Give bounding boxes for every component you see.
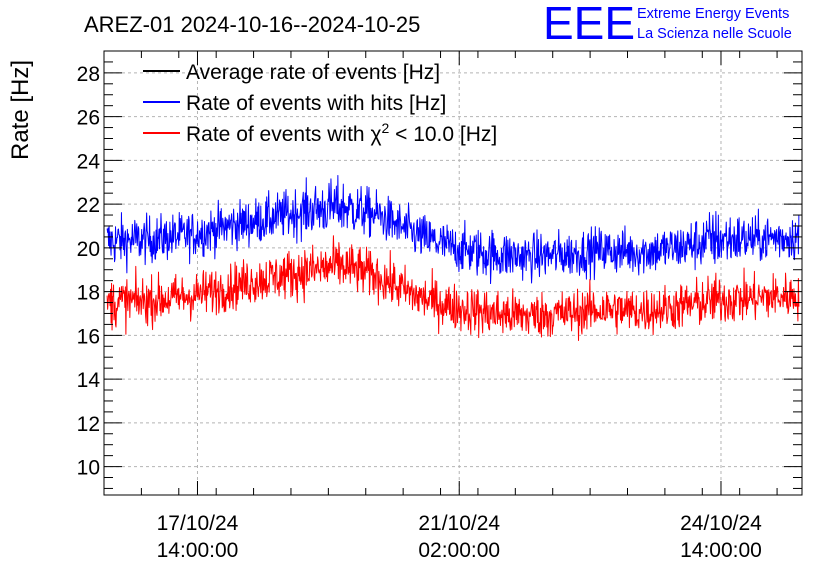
x-tick-time: 02:00:00	[418, 539, 500, 562]
logo-mark: EEE	[543, 0, 635, 49]
y-tick-label: 20	[77, 238, 100, 261]
x-axis-ticks: 17/10/24 14:00:00 21/10/24 02:00:00 24/10/24…	[103, 51, 778, 562]
x-tick-time: 14:00:00	[157, 539, 239, 562]
y-tick-label: 16	[77, 325, 100, 348]
y-tick-label: 10	[77, 457, 100, 480]
y-tick-label: 18	[77, 282, 100, 305]
plot-frame	[103, 50, 803, 496]
legend: Average rate of events [Hz] Rate of even…	[143, 61, 497, 146]
eee-logo: EEE Extreme Energy Events La Scienza nel…	[543, 0, 792, 49]
legend-label-chi2: Rate of events with χ2 < 10.0 [Hz]	[186, 120, 497, 146]
x-tick-date: 17/10/24	[157, 512, 239, 535]
y-axis-ticks: 10 12 14 16 18 20 22 24 26 28	[77, 50, 802, 489]
logo-line-1: Extreme Energy Events	[637, 6, 789, 22]
series-layer	[106, 175, 800, 341]
y-tick-label: 12	[77, 413, 100, 436]
x-tick-date: 24/10/24	[680, 512, 762, 535]
series-line-1	[106, 175, 800, 285]
y-tick-label: 26	[77, 107, 100, 130]
grid-lines	[104, 51, 802, 495]
y-tick-label: 28	[77, 63, 100, 86]
series-line-2	[106, 235, 800, 341]
y-tick-label: 22	[77, 194, 100, 217]
y-tick-label: 14	[77, 369, 101, 392]
x-tick-date: 21/10/24	[418, 512, 500, 535]
y-tick-label: 24	[77, 150, 101, 173]
legend-label-hits: Rate of events with hits [Hz]	[186, 92, 446, 115]
logo-line-2: La Scienza nelle Scuole	[637, 26, 792, 42]
y-axis-label: Rate [Hz]	[7, 60, 34, 160]
chart-title: AREZ-01 2024-10-16--2024-10-25	[84, 12, 420, 37]
x-tick-time: 14:00:00	[680, 539, 762, 562]
legend-label-average: Average rate of events [Hz]	[186, 61, 440, 84]
